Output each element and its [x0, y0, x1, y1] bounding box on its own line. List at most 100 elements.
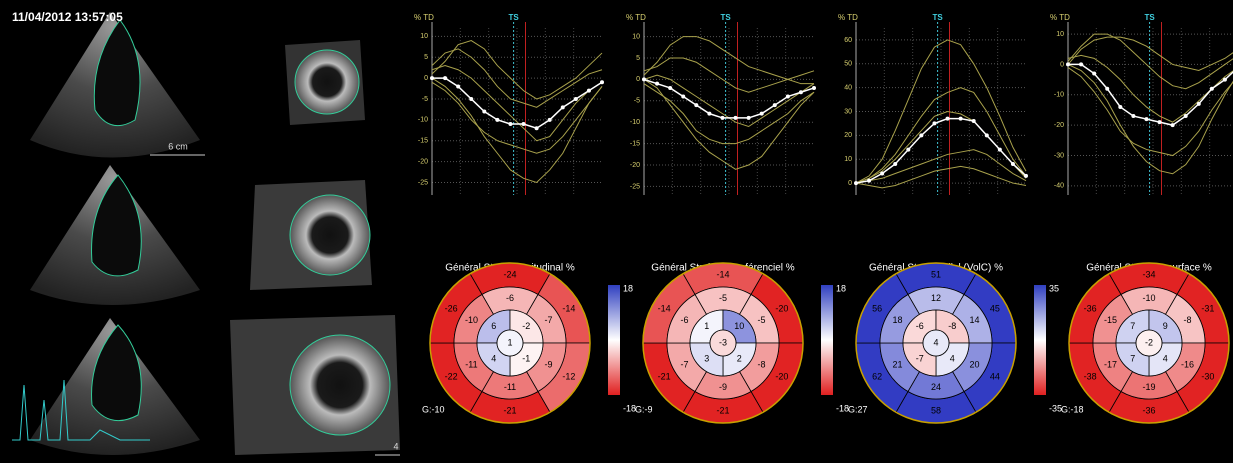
colorbar-max: 35 — [1049, 283, 1059, 293]
curve-point — [535, 126, 539, 130]
segment-value: -9 — [719, 382, 727, 392]
curve-point — [1024, 174, 1028, 178]
short-axis-ring — [290, 335, 390, 435]
y-tick-label: 50 — [844, 61, 852, 68]
global-strain: G:-18 — [1061, 404, 1084, 414]
segment-value: -19 — [1142, 382, 1155, 392]
curve-point — [985, 133, 989, 137]
curve-point — [1158, 120, 1162, 124]
curve-point — [522, 122, 526, 126]
segment-value: -5 — [719, 293, 727, 303]
segment-value: -21 — [658, 371, 671, 381]
segment-value: -10 — [1142, 293, 1155, 303]
curve-point — [812, 86, 816, 90]
segment-value: -26 — [445, 303, 458, 313]
page: 11/04/2012 13:57:05 6 cm 4 % TDTS1050-5-… — [0, 0, 1233, 463]
segment-value: -2 — [1145, 337, 1153, 347]
curve-point — [1079, 62, 1083, 66]
curve-point — [1184, 114, 1188, 118]
y-tick-label: 5 — [424, 54, 428, 61]
segment-value: -17 — [1104, 360, 1117, 370]
segment-value: 7 — [1130, 354, 1135, 364]
y-tick-label: -25 — [630, 183, 640, 190]
y-tick-label: -10 — [630, 119, 640, 126]
y-tick-label: -5 — [422, 96, 428, 103]
segment-value: 62 — [872, 371, 882, 381]
ts-label: TS — [1144, 13, 1155, 22]
curve-point — [694, 103, 698, 107]
curve-point — [747, 116, 751, 120]
short-axis-ring — [295, 50, 359, 114]
curve-point — [1210, 87, 1214, 91]
curve-point — [1118, 105, 1122, 109]
curve-point — [959, 117, 963, 121]
curve-point — [642, 77, 646, 81]
segment-value: -10 — [465, 315, 478, 325]
curve-point — [946, 117, 950, 121]
curve-point — [932, 121, 936, 125]
screen: 11/04/2012 13:57:05 6 cm 4 % TDTS1050-5-… — [0, 0, 1233, 463]
segment-value: -1 — [522, 354, 530, 364]
segment-value: 4 — [933, 337, 938, 347]
colorbar — [821, 285, 833, 395]
segment-value: -15 — [1104, 315, 1117, 325]
segment-value: 18 — [892, 315, 902, 325]
segment-value: 4 — [491, 354, 496, 364]
curve-point — [1011, 162, 1015, 166]
curve-point — [919, 133, 923, 137]
global-strain: G:27 — [848, 404, 868, 414]
y-tick-label: -20 — [418, 158, 428, 165]
global-strain: G:-10 — [422, 404, 445, 414]
curve-point — [1066, 62, 1070, 66]
y-tick-label: 60 — [844, 37, 852, 44]
y-tick-label: -20 — [630, 162, 640, 169]
colorbar-max: 18 — [836, 283, 846, 293]
curve-point — [1105, 87, 1109, 91]
segment-value: -30 — [1201, 371, 1214, 381]
curve-point — [548, 118, 552, 122]
y-tick-label: 0 — [424, 75, 428, 82]
ts-label: TS — [720, 13, 731, 22]
segment-value: -16 — [1181, 360, 1194, 370]
segment-value: 20 — [970, 360, 980, 370]
y-tick-label: 0 — [636, 76, 640, 83]
curve-point — [495, 118, 499, 122]
curve-point — [773, 103, 777, 107]
segment-value: 9 — [1163, 321, 1168, 331]
segment-value: 1 — [704, 321, 709, 331]
segment-value: 51 — [931, 269, 941, 279]
segment-value: -36 — [1084, 303, 1097, 313]
segment-value: 21 — [892, 360, 902, 370]
segment-value: 58 — [931, 405, 941, 415]
segment-value: 56 — [872, 303, 882, 313]
segment-value: -3 — [719, 337, 727, 347]
curve-point — [482, 110, 486, 114]
segment-value: -38 — [1084, 371, 1097, 381]
y-tick-label: -10 — [1054, 92, 1064, 99]
curve-point — [799, 90, 803, 94]
segment-value: 6 — [491, 321, 496, 331]
segment-value: 3 — [704, 354, 709, 364]
segment-value: -8 — [948, 321, 956, 331]
short-axis-ring — [290, 195, 370, 275]
y-axis-label: % TD — [838, 13, 858, 22]
segment-value: -11 — [465, 360, 477, 370]
y-tick-label: 10 — [1056, 31, 1064, 38]
curve-point — [1144, 117, 1148, 121]
segment-value: -6 — [506, 293, 514, 303]
y-tick-label: -30 — [1054, 152, 1064, 159]
segment-value: -14 — [658, 303, 671, 313]
curve-point — [760, 112, 764, 116]
segment-value: 2 — [737, 354, 742, 364]
y-axis-label: % TD — [626, 13, 646, 22]
y-tick-label: -25 — [418, 179, 428, 186]
segment-value: 24 — [931, 382, 941, 392]
segment-value: 44 — [990, 371, 1000, 381]
y-axis-label: % TD — [1050, 13, 1070, 22]
segment-value: 7 — [1130, 321, 1135, 331]
segment-value: -12 — [562, 371, 575, 381]
y-tick-label: 10 — [420, 33, 428, 40]
y-tick-label: -15 — [418, 138, 428, 145]
y-tick-label: 5 — [636, 55, 640, 62]
curve-point — [668, 86, 672, 90]
